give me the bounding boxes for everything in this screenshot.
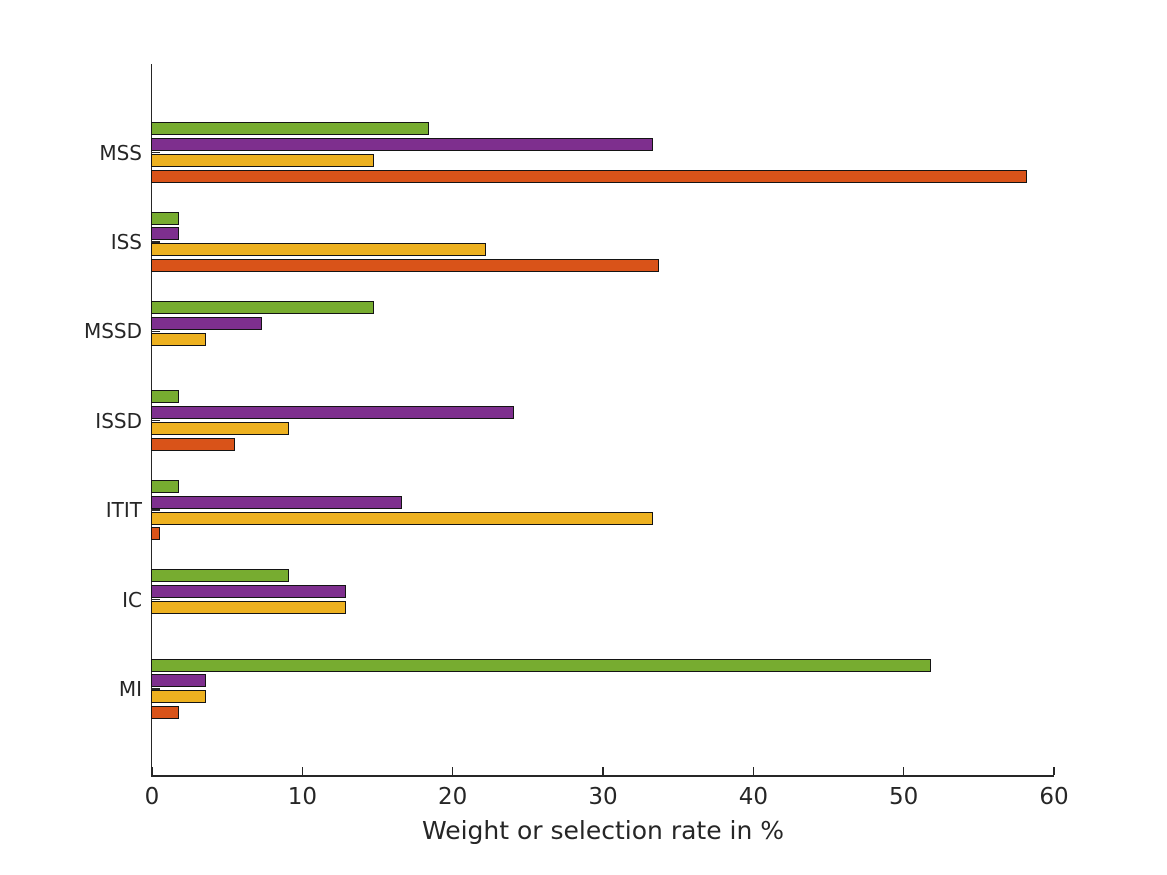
- bar-mss-green: [150, 122, 429, 136]
- y-tick: [152, 330, 160, 333]
- y-tick-label: IC: [122, 587, 142, 612]
- x-axis-label: Weight or selection rate in %: [421, 816, 785, 845]
- y-tick-label: ISSD: [95, 408, 142, 433]
- x-tick-label: 40: [738, 784, 768, 810]
- bar-issd-yellow: [150, 422, 289, 436]
- bar-issd-purple: [150, 406, 515, 420]
- bar-itit-orange: [150, 527, 160, 541]
- x-tick-label: 30: [588, 784, 618, 810]
- bar-mi-yellow: [150, 690, 207, 704]
- x-tick-label: 10: [287, 784, 317, 810]
- bar-iss-purple: [150, 227, 180, 241]
- x-tick: [151, 767, 153, 775]
- x-tick: [752, 767, 755, 775]
- y-tick: [152, 241, 160, 243]
- x-tick-label: 50: [889, 784, 919, 810]
- x-tick-label: 0: [144, 784, 160, 810]
- y-axis-line: [150, 64, 152, 775]
- x-tick-label: 20: [438, 784, 468, 810]
- y-tick-label: MI: [118, 676, 142, 701]
- bar-iss-green: [150, 211, 180, 225]
- bar-ic-yellow: [150, 600, 346, 614]
- bar-mssd-green: [150, 300, 375, 314]
- bar-issd-green: [150, 390, 180, 404]
- bar-mss-yellow: [150, 153, 375, 167]
- bar-itit-purple: [150, 495, 402, 509]
- bar-iss-yellow: [150, 243, 486, 257]
- y-tick: [152, 688, 160, 690]
- x-axis-line: [150, 775, 1054, 777]
- x-tick: [451, 767, 454, 775]
- bar-itit-green: [150, 479, 180, 493]
- y-tick-label: ISS: [110, 229, 142, 254]
- x-tick: [301, 767, 304, 775]
- bar-mi-orange: [150, 706, 180, 720]
- bar-issd-orange: [150, 438, 235, 452]
- bar-ic-purple: [150, 585, 346, 599]
- bar-mi-purple: [150, 674, 207, 688]
- x-tick: [902, 767, 905, 775]
- y-tick-label: ITIT: [105, 498, 142, 523]
- y-tick-label: MSSD: [83, 319, 142, 344]
- y-tick: [152, 151, 160, 154]
- bar-mssd-purple: [150, 316, 262, 330]
- x-tick: [602, 767, 604, 775]
- y-tick: [152, 419, 160, 422]
- y-tick: [152, 598, 160, 601]
- bar-ic-green: [150, 569, 289, 583]
- bar-mss-purple: [150, 138, 653, 152]
- bar-mssd-yellow: [150, 332, 207, 346]
- bar-mss-orange: [150, 169, 1027, 183]
- bar-iss-orange: [150, 259, 659, 273]
- x-tick-label: 60: [1039, 784, 1069, 810]
- bar-itit-yellow: [150, 511, 653, 525]
- x-tick: [1053, 767, 1055, 775]
- y-tick-label: MSS: [99, 140, 142, 165]
- y-tick: [152, 509, 160, 511]
- bar-mi-green: [150, 658, 931, 672]
